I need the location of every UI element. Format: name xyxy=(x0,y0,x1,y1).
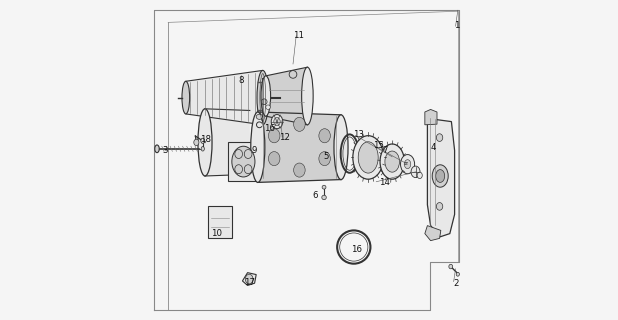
Ellipse shape xyxy=(268,129,280,143)
Ellipse shape xyxy=(319,129,331,143)
Text: 14: 14 xyxy=(379,178,390,187)
Polygon shape xyxy=(205,109,250,176)
Polygon shape xyxy=(186,70,263,125)
Ellipse shape xyxy=(244,149,252,158)
Ellipse shape xyxy=(271,115,283,129)
Ellipse shape xyxy=(436,134,442,141)
Text: 3: 3 xyxy=(163,146,168,155)
Text: 17: 17 xyxy=(244,278,255,287)
Polygon shape xyxy=(425,226,441,241)
Ellipse shape xyxy=(235,165,242,174)
Ellipse shape xyxy=(404,160,411,169)
Text: 6: 6 xyxy=(312,191,318,200)
Ellipse shape xyxy=(436,170,445,182)
Text: 5: 5 xyxy=(323,152,329,161)
Ellipse shape xyxy=(400,155,415,174)
Text: 12: 12 xyxy=(279,133,290,142)
Ellipse shape xyxy=(261,99,267,105)
Ellipse shape xyxy=(319,152,331,166)
Text: 13: 13 xyxy=(353,130,364,139)
Ellipse shape xyxy=(322,185,326,189)
Text: 10: 10 xyxy=(211,229,222,238)
Polygon shape xyxy=(425,109,437,125)
Ellipse shape xyxy=(385,151,399,172)
Ellipse shape xyxy=(257,70,268,125)
Text: 1: 1 xyxy=(454,21,459,30)
Ellipse shape xyxy=(411,166,420,178)
Polygon shape xyxy=(258,112,341,182)
Ellipse shape xyxy=(232,146,255,177)
Polygon shape xyxy=(266,67,307,125)
Ellipse shape xyxy=(334,115,348,180)
Ellipse shape xyxy=(256,114,263,119)
Ellipse shape xyxy=(201,147,205,151)
Ellipse shape xyxy=(261,76,271,116)
Text: 8: 8 xyxy=(239,76,244,84)
Bar xyxy=(228,142,258,181)
Ellipse shape xyxy=(194,139,199,146)
Polygon shape xyxy=(428,118,455,237)
Ellipse shape xyxy=(266,105,270,109)
Ellipse shape xyxy=(294,163,305,177)
Polygon shape xyxy=(242,273,256,285)
Ellipse shape xyxy=(302,67,313,125)
Ellipse shape xyxy=(358,142,378,173)
Text: 16: 16 xyxy=(265,124,275,132)
Ellipse shape xyxy=(245,274,253,284)
Ellipse shape xyxy=(353,136,384,179)
Ellipse shape xyxy=(417,172,422,179)
Ellipse shape xyxy=(268,152,280,166)
Ellipse shape xyxy=(154,145,159,153)
Ellipse shape xyxy=(449,264,452,269)
Text: 18: 18 xyxy=(200,135,211,144)
Ellipse shape xyxy=(289,71,297,78)
Ellipse shape xyxy=(294,117,305,131)
Bar xyxy=(208,206,232,238)
Text: 7: 7 xyxy=(383,146,388,155)
Ellipse shape xyxy=(244,165,252,174)
Ellipse shape xyxy=(201,138,205,143)
Ellipse shape xyxy=(235,149,242,158)
Text: 9: 9 xyxy=(252,146,256,155)
Text: 4: 4 xyxy=(431,143,436,152)
Ellipse shape xyxy=(380,144,404,179)
Text: 16: 16 xyxy=(350,245,362,254)
Text: 11: 11 xyxy=(293,31,304,40)
Ellipse shape xyxy=(182,81,190,114)
Ellipse shape xyxy=(456,272,459,276)
Ellipse shape xyxy=(274,117,280,126)
Text: 2: 2 xyxy=(453,279,459,288)
Ellipse shape xyxy=(198,109,212,176)
Ellipse shape xyxy=(322,195,326,200)
Ellipse shape xyxy=(436,203,442,210)
Ellipse shape xyxy=(432,165,448,187)
Ellipse shape xyxy=(251,112,265,182)
Text: 15: 15 xyxy=(373,141,384,150)
